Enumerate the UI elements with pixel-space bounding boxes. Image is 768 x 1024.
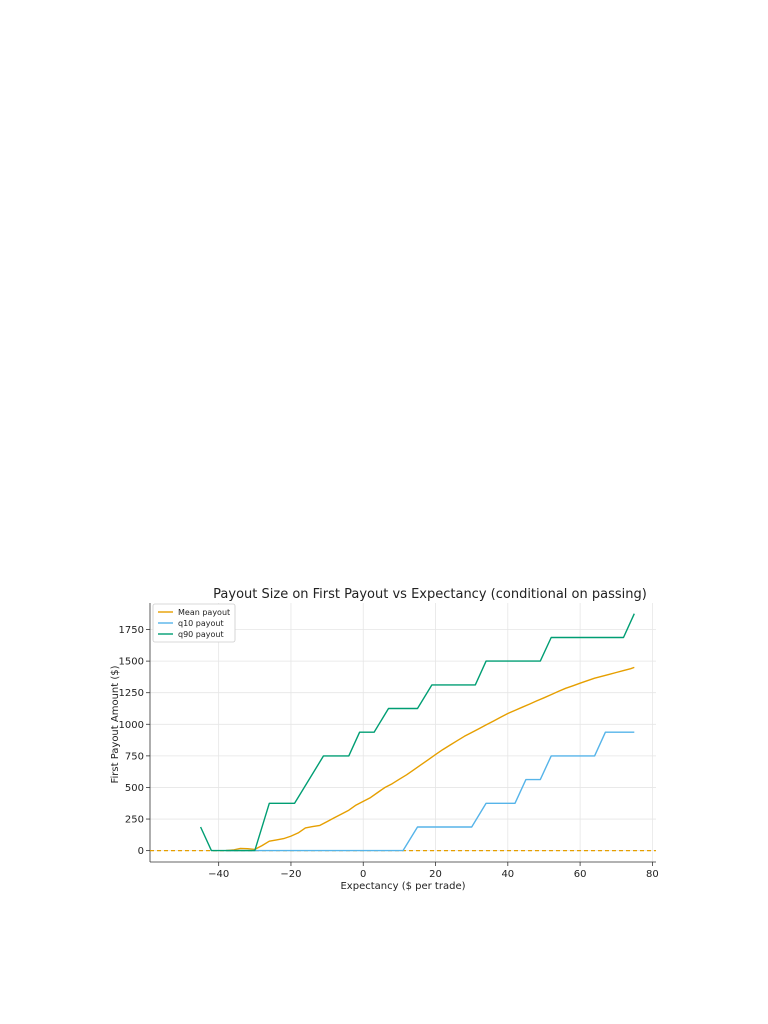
x-tick-label-5: 60	[574, 869, 587, 880]
y-tick-label-0: 0	[138, 846, 144, 857]
series-line-q10-payout	[225, 731, 635, 852]
series-line-mean-payout	[225, 666, 635, 852]
y-tick-label-7: 1750	[119, 625, 144, 636]
x-tick-label-4: 40	[501, 869, 514, 880]
chart-title: Payout Size on First Payout vs Expectanc…	[213, 587, 647, 602]
y-tick-label-4: 1000	[119, 720, 144, 731]
plot-area: −40 −20 0 20 40 60 80 0 250 500 750 1000 1250 1500 175…	[110, 587, 659, 892]
x-tick-label-3: 20	[429, 869, 442, 880]
y-tick-label-1: 250	[125, 815, 144, 826]
legend-label-2: q90 payout	[178, 630, 224, 639]
x-tick-label-1: −20	[280, 869, 301, 880]
legend-label-1: q10 payout	[178, 619, 224, 628]
x-tick-label-0: −40	[208, 869, 229, 880]
y-tick-label-2: 500	[125, 783, 144, 794]
x-tick-label-6: 80	[646, 869, 659, 880]
legend-label-0: Mean payout	[178, 608, 230, 617]
x-axis-label: Expectancy ($ per trade)	[340, 881, 465, 892]
series-line-q90-payout	[199, 613, 635, 852]
legend-box	[152, 603, 236, 643]
x-tick-label-2: 0	[360, 869, 366, 880]
y-axis-label: First Payout Amount ($)	[110, 665, 121, 783]
y-tick-label-6: 1500	[119, 657, 144, 668]
y-tick-label-5: 1250	[119, 688, 144, 699]
y-tick-label-3: 750	[125, 751, 144, 762]
